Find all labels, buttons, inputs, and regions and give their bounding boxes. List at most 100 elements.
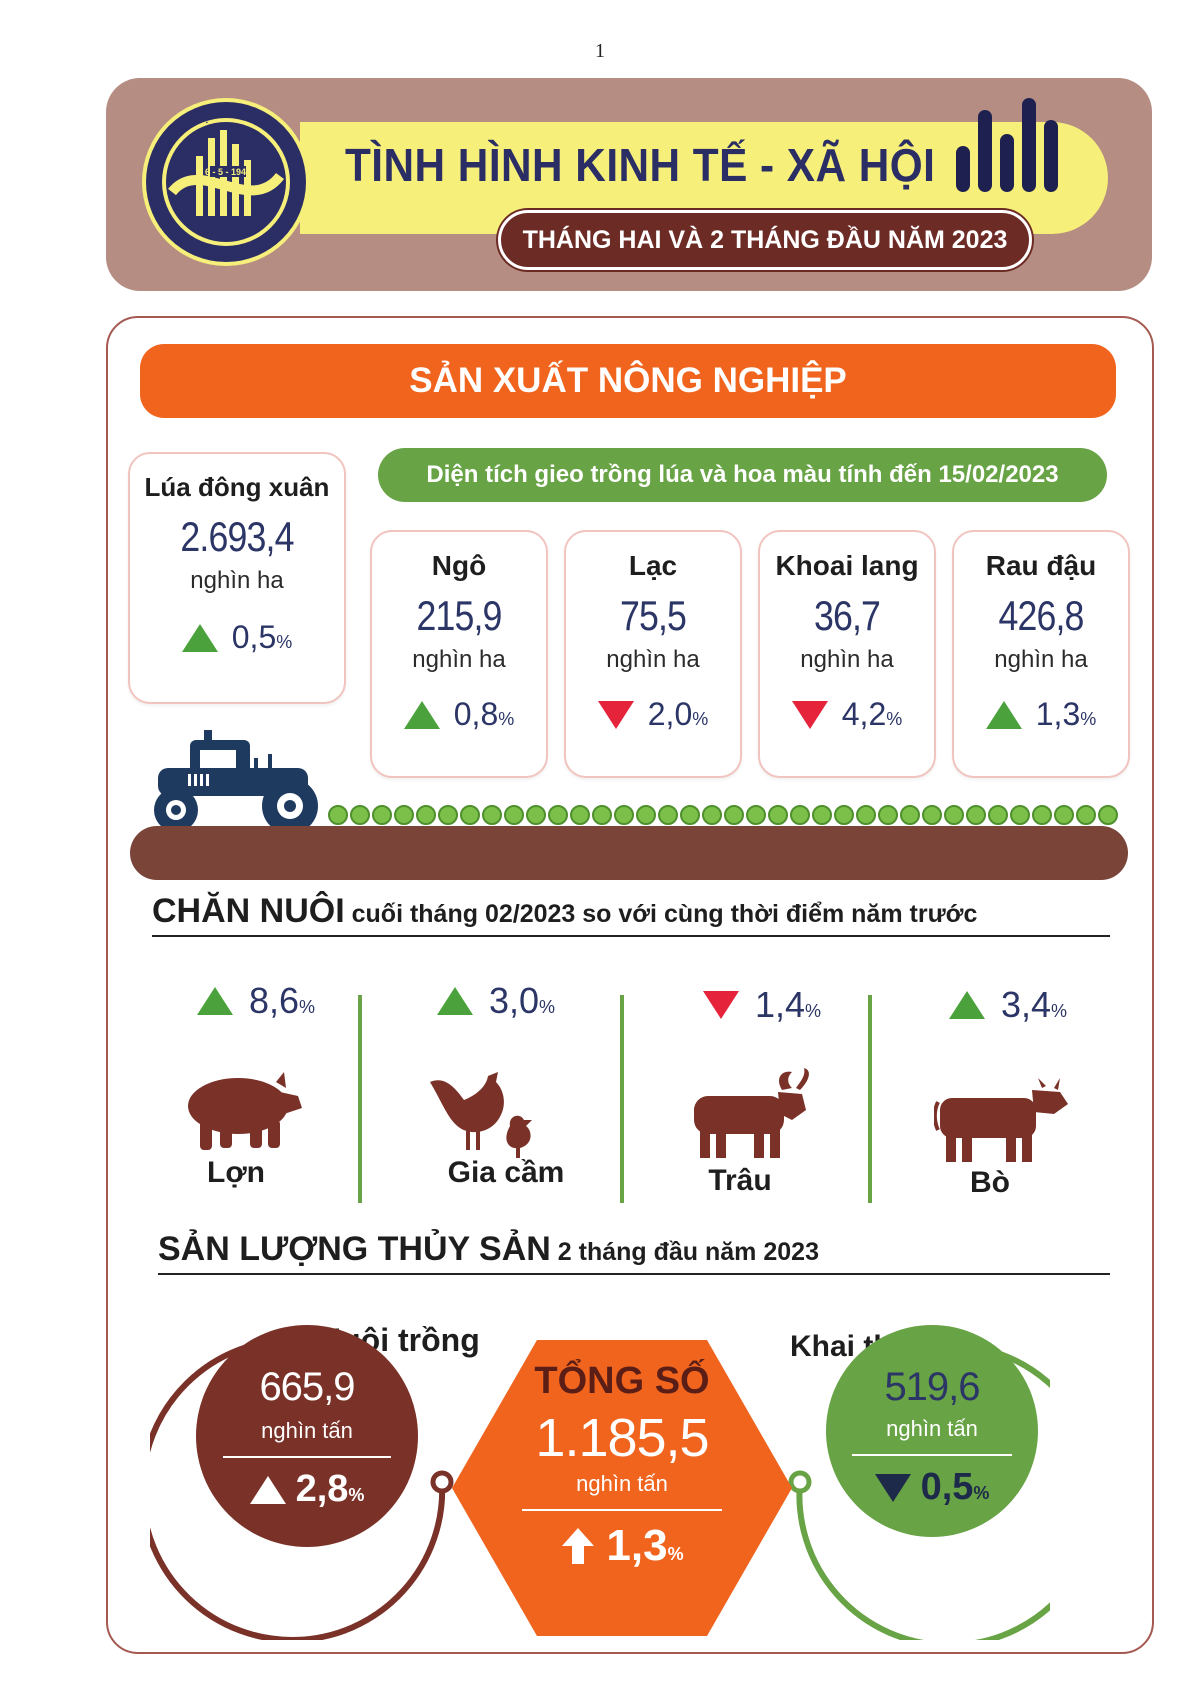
percent-sign: % (886, 709, 903, 729)
percent-sign: % (973, 1483, 990, 1503)
crop-change: 0,8% (372, 696, 546, 733)
seedling-icon (900, 805, 920, 825)
seedling-icon (878, 805, 898, 825)
crop-change: 2,0% (566, 696, 740, 733)
crop-unit: nghìn ha (412, 646, 506, 673)
percent-sign: % (805, 1001, 822, 1021)
crop-value: 36,7 (813, 592, 881, 639)
seedling-icon (1098, 805, 1118, 825)
livestock-item-gia-cam: 3,0% (396, 980, 596, 1022)
agriculture-banner: SẢN XUẤT NÔNG NGHIỆP (140, 344, 1116, 418)
soil-strip (130, 826, 1128, 880)
seedling-icon (438, 805, 458, 825)
page-number: 1 (595, 40, 605, 62)
seedling-icon (504, 805, 524, 825)
livestock-item-lon: 8,6% (156, 980, 356, 1022)
seedling-icon (680, 805, 700, 825)
tractor-icon (154, 730, 318, 834)
percent-sign: % (1080, 709, 1097, 729)
aquaculture-divider (223, 1456, 391, 1458)
crop-value: 75,5 (619, 592, 687, 639)
livestock-heading: CHĂN NUÔI cuối tháng 02/2023 so với cùng… (152, 892, 977, 931)
livestock-name: Lợn (207, 1156, 265, 1189)
down-arrow-icon (597, 700, 634, 729)
percent-sign: % (667, 1544, 684, 1564)
aquaculture-unit: nghìn tấn (261, 1418, 353, 1443)
crop-change-value: 0,8 (453, 696, 499, 732)
total-value: 1.185,5 (535, 1408, 709, 1468)
crop-unit: nghìn ha (606, 646, 700, 673)
fishery-subtitle: 2 tháng đầu năm 2023 (550, 1238, 819, 1266)
livestock-change-value: 3,0 (488, 980, 540, 1021)
seedling-icon (394, 805, 414, 825)
crop-value: 426,8 (998, 592, 1084, 639)
seedling-icon (702, 805, 722, 825)
total-hexagon (452, 1340, 792, 1636)
seedling-icon (1054, 805, 1074, 825)
seedling-icon (768, 805, 788, 825)
livestock-item-trau: 1,4% (662, 984, 862, 1026)
livestock-change-value: 8,6 (248, 980, 300, 1021)
total-content: TỔNG SỐ 1.185,5 nghìn tấn 1,3% (452, 1360, 792, 1571)
percent-sign: % (276, 632, 293, 652)
crop-name: Rau đậu (985, 550, 1097, 581)
rice-value: 2.693,4 (180, 513, 294, 560)
seedling-icon (614, 805, 634, 825)
seedling-icon (834, 805, 854, 825)
seedling-icon (1076, 805, 1096, 825)
seedling-icon (922, 805, 942, 825)
livestock-name: Bò (970, 1166, 1010, 1199)
seedling-icon (790, 805, 810, 825)
seedling-icon (350, 805, 370, 825)
total-change-value: 1,3 (606, 1521, 668, 1570)
rice-name: Lúa đông xuân (144, 472, 330, 502)
crop-name: Lạc (628, 550, 678, 581)
livestock-change-value: 3,4 (1000, 984, 1052, 1025)
capture-change-value: 0,5 (920, 1466, 974, 1508)
seedling-icon (658, 805, 678, 825)
crop-unit: nghìn ha (800, 646, 894, 673)
seedling-icon (372, 805, 392, 825)
divider (620, 995, 624, 1203)
down-arrow-icon (791, 700, 828, 729)
livestock-item-bo: 3,4% (908, 984, 1108, 1026)
seedling-icon (636, 805, 656, 825)
percent-sign: % (348, 1485, 365, 1505)
bar-chart-icon (956, 98, 1058, 192)
crop-value: 215,9 (416, 592, 502, 639)
crop-change: 1,3% (954, 696, 1128, 733)
divider (868, 995, 872, 1203)
up-arrow-icon (985, 700, 1022, 729)
fishery-title: SẢN LƯỢNG THỦY SẢN (158, 1230, 551, 1268)
up-arrow-icon (249, 1475, 286, 1504)
rice-change-value: 0,5 (231, 619, 277, 655)
up-arrow-icon (181, 623, 218, 652)
seedling-icon (592, 805, 612, 825)
seedling-icon (966, 805, 986, 825)
livestock-name: Gia cầm (447, 1156, 565, 1189)
percent-sign: % (498, 709, 515, 729)
down-arrow-icon (874, 1473, 911, 1502)
percent-sign: % (1051, 1001, 1068, 1021)
pig-icon (188, 1072, 302, 1150)
aquaculture-change: 2,8% (196, 1468, 418, 1511)
buffalo-icon (694, 1068, 809, 1158)
up-arrow-icon (403, 700, 440, 729)
crop-change-value: 4,2 (841, 696, 887, 732)
divider (358, 995, 362, 1203)
total-label: TỔNG SỐ (534, 1360, 710, 1402)
up-arrow-icon (436, 987, 473, 1015)
fishery-heading: SẢN LƯỢNG THỦY SẢN 2 tháng đầu năm 2023 (158, 1230, 819, 1269)
report-title: TÌNH HÌNH KINH TẾ - XÃ HỘI (345, 139, 936, 191)
capture-change: 0,5% (826, 1466, 1038, 1509)
seedling-icon (856, 805, 876, 825)
seedling-icon (1032, 805, 1052, 825)
seedling-icon (1010, 805, 1030, 825)
seedling-icon (570, 805, 590, 825)
capture-unit: nghìn tấn (886, 1416, 978, 1441)
report-period: THÁNG HAI VÀ 2 THÁNG ĐẦU NĂM 2023 (498, 210, 1032, 270)
livestock-subtitle: cuối tháng 02/2023 so với cùng thời điểm… (344, 900, 978, 928)
up-arrow-icon (196, 987, 233, 1015)
livestock-rule (152, 935, 1110, 937)
